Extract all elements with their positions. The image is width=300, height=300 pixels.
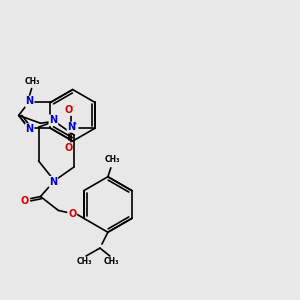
Text: CH₃: CH₃ bbox=[76, 257, 92, 266]
Text: N: N bbox=[67, 122, 75, 132]
Text: O: O bbox=[64, 143, 72, 153]
Text: CH₃: CH₃ bbox=[25, 77, 40, 86]
Text: O: O bbox=[68, 209, 76, 219]
Text: O: O bbox=[64, 105, 72, 116]
Text: CH₃: CH₃ bbox=[104, 257, 120, 266]
Text: N: N bbox=[49, 115, 57, 125]
Text: -: - bbox=[71, 104, 73, 109]
Text: N: N bbox=[49, 177, 57, 187]
Text: CH₃: CH₃ bbox=[105, 155, 121, 164]
Text: +: + bbox=[73, 121, 78, 126]
Text: N: N bbox=[26, 97, 34, 106]
Text: N: N bbox=[26, 124, 34, 134]
Text: O: O bbox=[20, 196, 29, 206]
